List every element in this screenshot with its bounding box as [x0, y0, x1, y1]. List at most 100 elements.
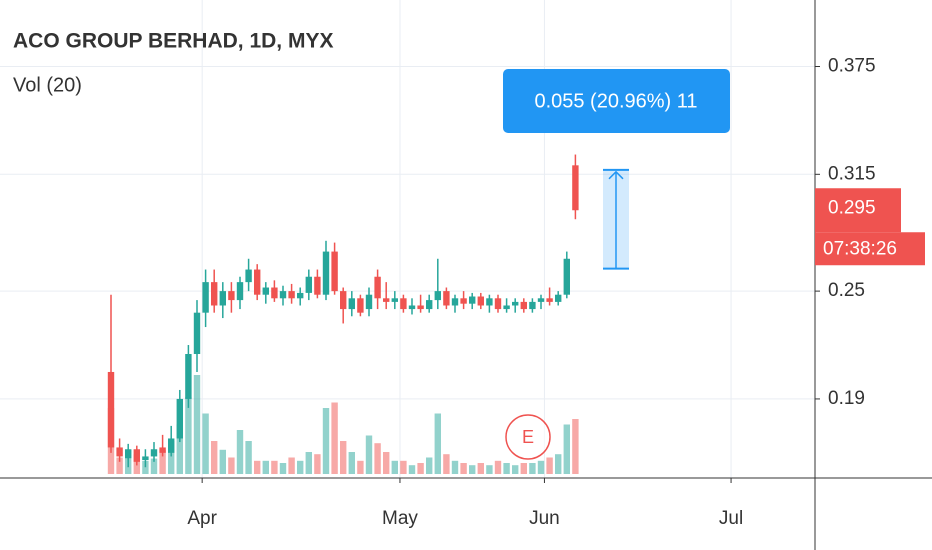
- candle-body: [116, 447, 123, 457]
- volume-bar: [288, 457, 295, 474]
- candle-body: [391, 298, 398, 302]
- volume-bar: [185, 397, 192, 474]
- candle-body: [546, 298, 553, 302]
- candle-body: [331, 251, 338, 292]
- x-tick-label: May: [382, 508, 418, 529]
- volume-bar: [537, 460, 545, 474]
- volume-bar: [271, 460, 278, 474]
- candle-body: [271, 287, 278, 299]
- volume-bar: [279, 463, 287, 474]
- countdown-label: 07:38:26: [823, 238, 897, 259]
- candle-body: [185, 354, 192, 399]
- candle-body: [262, 287, 269, 295]
- volume-bar: [520, 463, 527, 474]
- candle-body: [451, 298, 459, 306]
- volume-bar: [348, 452, 355, 474]
- candle-body: [279, 291, 287, 299]
- candle-body: [477, 296, 484, 306]
- x-tick-label: Jun: [529, 508, 560, 529]
- candle-body: [219, 291, 226, 306]
- volume-bar: [365, 435, 373, 474]
- candle-body: [168, 438, 175, 453]
- candle-body: [374, 276, 381, 299]
- volume-bar: [150, 458, 158, 474]
- candle-body: [159, 447, 166, 453]
- candle-body: [357, 298, 364, 313]
- candle-body: [254, 269, 261, 295]
- volume-bar: [202, 413, 209, 474]
- candle-body: [236, 282, 244, 301]
- candle-body: [245, 269, 252, 283]
- volume-bar: [297, 460, 304, 474]
- x-tick-label: Jul: [719, 508, 743, 529]
- volume-bar: [383, 452, 390, 474]
- volume-bar: [142, 460, 149, 474]
- volume-bar: [512, 465, 519, 474]
- candle-body: [512, 301, 519, 306]
- candle-body: [537, 298, 545, 302]
- volume-bar: [236, 430, 244, 474]
- candle-body: [340, 291, 347, 310]
- candle-body: [297, 292, 304, 299]
- volume-bar: [176, 424, 183, 474]
- candle-body: [383, 298, 390, 302]
- volume-bar: [254, 460, 261, 474]
- measure-label: 0.055 (20.96%) 11: [534, 90, 697, 112]
- y-tick-label: 0.25: [828, 280, 865, 301]
- volume-bar: [193, 375, 201, 474]
- last-price-label: 0.295: [828, 197, 876, 218]
- volume-bar: [245, 441, 252, 474]
- candle-body: [520, 301, 527, 310]
- candle-body: [426, 300, 433, 310]
- volume-bar: [340, 441, 347, 474]
- volume-bar: [211, 441, 218, 474]
- candle-body: [486, 298, 493, 306]
- volume-bar: [159, 449, 166, 474]
- volume-bar: [374, 443, 381, 474]
- candle-body: [434, 291, 441, 301]
- candle-body: [305, 276, 312, 293]
- volume-bar: [116, 457, 123, 474]
- candle-body: [503, 305, 510, 310]
- candle-body: [133, 449, 140, 462]
- volume-bar: [460, 463, 467, 474]
- volume-bar: [426, 457, 433, 474]
- volume-bar: [331, 402, 338, 474]
- last-price-box: [815, 188, 901, 233]
- candle-body: [563, 258, 570, 295]
- y-tick-label: 0.19: [828, 388, 865, 409]
- candle-body: [193, 312, 201, 355]
- candle-body: [150, 449, 158, 457]
- volume-bar: [434, 413, 441, 474]
- volume-bar: [486, 465, 493, 474]
- volume-bar: [305, 452, 312, 474]
- candle-body: [469, 296, 476, 304]
- volume-bar: [228, 457, 235, 474]
- countdown-box: [815, 232, 925, 266]
- candle-body: [142, 456, 149, 461]
- volume-bar: [219, 449, 226, 474]
- candle-body: [572, 165, 579, 211]
- volume-bar: [391, 460, 398, 474]
- candle-body: [314, 276, 321, 295]
- volume-title: Vol (20): [13, 74, 82, 96]
- volume-bar: [417, 463, 424, 474]
- volume-bar: [262, 460, 269, 474]
- volume-bar: [168, 441, 175, 474]
- y-tick-label: 0.375: [828, 56, 876, 77]
- candle-body: [460, 298, 467, 304]
- candle-body: [228, 291, 235, 301]
- candle-body: [176, 398, 183, 439]
- earnings-label: E: [522, 427, 534, 447]
- volume-bar: [529, 463, 536, 474]
- y-tick-label: 0.315: [828, 163, 876, 184]
- candle-body: [555, 294, 562, 302]
- candle-body: [211, 282, 218, 306]
- volume-bar: [469, 465, 476, 474]
- candle-body: [529, 301, 536, 310]
- x-tick-label: Apr: [187, 508, 217, 529]
- volume-bar: [494, 460, 502, 474]
- candle-body: [365, 294, 373, 310]
